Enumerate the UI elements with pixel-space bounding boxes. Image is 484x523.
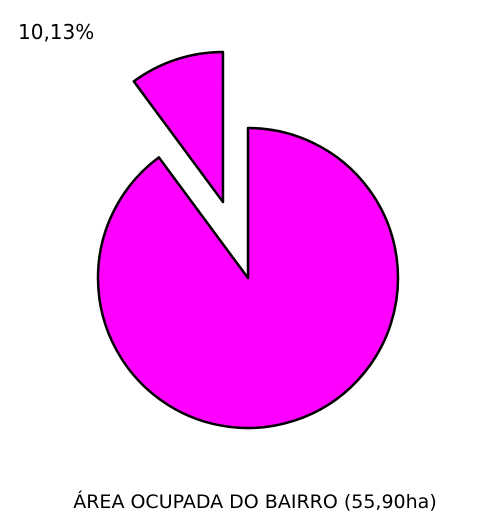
pie-slices	[96, 50, 400, 430]
pie-slice-exploded	[132, 50, 225, 204]
pie-slice-main	[96, 126, 400, 430]
slice-label-small: 10,13%	[18, 20, 94, 44]
chart-caption: ÁREA OCUPADA DO BAIRRO (55,90ha)	[73, 490, 437, 513]
